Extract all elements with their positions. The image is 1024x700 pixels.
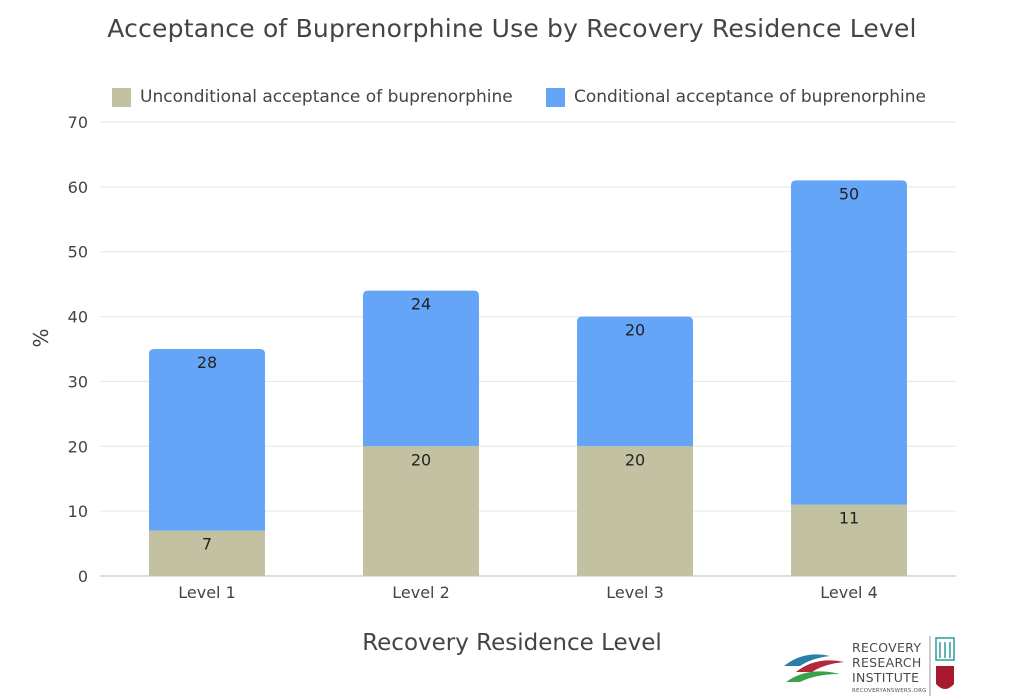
bar-segment bbox=[791, 504, 907, 576]
legend-swatch-unconditional bbox=[112, 87, 131, 107]
x-tick-label: Level 1 bbox=[178, 583, 236, 602]
chart-title: Acceptance of Buprenorphine Use by Recov… bbox=[107, 14, 917, 43]
x-tick-label: Level 3 bbox=[606, 583, 664, 602]
data-label: 20 bbox=[625, 450, 645, 469]
bar-segment bbox=[363, 446, 479, 576]
legend-label-conditional: Conditional acceptance of buprenorphine bbox=[574, 87, 927, 107]
legend-item-conditional: Conditional acceptance of buprenorphine bbox=[546, 86, 926, 108]
y-tick-label: 10 bbox=[68, 502, 88, 521]
logo-line-3: INSTITUTE bbox=[852, 670, 920, 685]
data-label: 20 bbox=[411, 450, 431, 469]
legend-swatch-conditional bbox=[546, 87, 565, 107]
logo-line-1: RECOVERY bbox=[852, 640, 922, 655]
y-axis-title: % bbox=[29, 328, 53, 348]
logo-url: RECOVERYANSWERS.ORG bbox=[852, 688, 927, 694]
bar-segment bbox=[363, 290, 479, 447]
data-label: 50 bbox=[839, 184, 859, 203]
data-label: 11 bbox=[839, 509, 859, 528]
logo-swoosh-icon bbox=[784, 636, 955, 696]
data-label: 20 bbox=[625, 321, 645, 340]
x-tick-label: Level 2 bbox=[392, 583, 450, 602]
data-label: 28 bbox=[197, 353, 217, 372]
y-tick-label: 20 bbox=[68, 437, 88, 456]
y-tick-label: 50 bbox=[68, 243, 88, 262]
x-tick-label: Level 4 bbox=[820, 583, 878, 602]
bar-segment bbox=[577, 316, 693, 447]
y-tick-label: 0 bbox=[78, 567, 88, 586]
legend-item-unconditional: Unconditional acceptance of buprenorphin… bbox=[112, 86, 513, 108]
data-label: 24 bbox=[411, 295, 431, 314]
bar-segment bbox=[577, 446, 693, 576]
recovery-research-institute-logo: RECOVERY RESEARCH INSTITUTE RECOVERYANSW… bbox=[782, 632, 982, 698]
y-tick-label: 60 bbox=[68, 178, 88, 197]
y-tick-label: 70 bbox=[68, 113, 88, 132]
x-axis-title: Recovery Residence Level bbox=[362, 630, 662, 656]
logo-line-2: RESEARCH bbox=[852, 655, 922, 670]
y-tick-label: 40 bbox=[68, 308, 88, 327]
data-label: 7 bbox=[202, 535, 212, 554]
y-tick-label: 30 bbox=[68, 372, 88, 391]
legend-label-unconditional: Unconditional acceptance of buprenorphin… bbox=[140, 87, 513, 107]
bar-segment bbox=[791, 180, 907, 505]
bar-segment bbox=[149, 349, 265, 531]
bar-segment bbox=[149, 530, 265, 576]
